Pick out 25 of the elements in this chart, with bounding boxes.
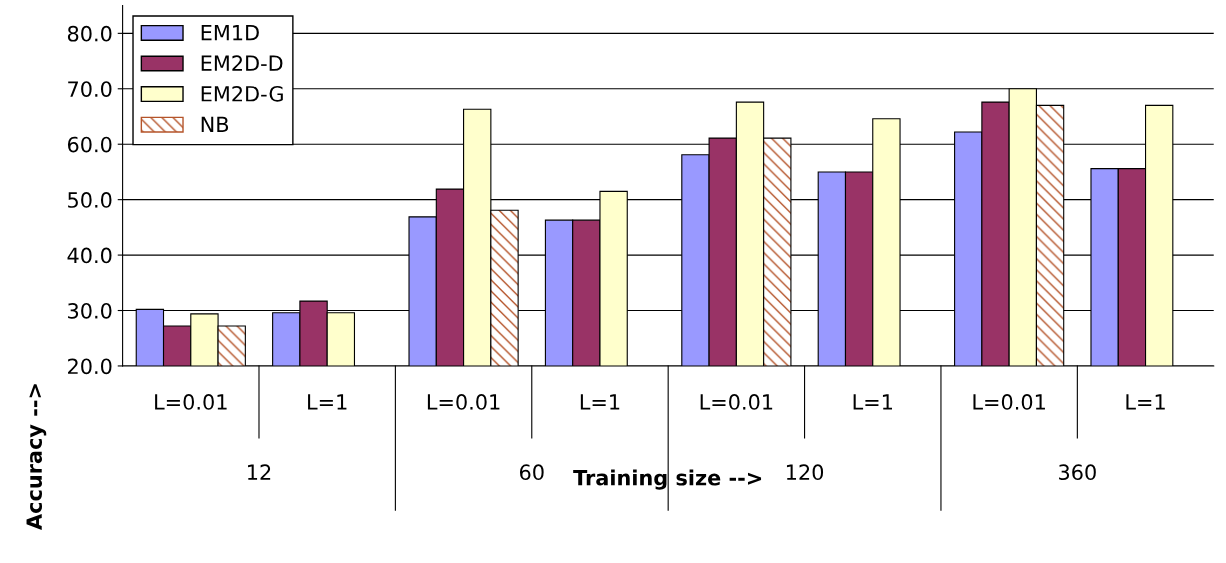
text: 60	[519, 464, 544, 481]
y-axis-title: Accuracy -->	[26, 384, 47, 530]
x-axis-title: Training size -->	[573, 469, 762, 490]
y-tick-label: 70.0	[68, 81, 112, 97]
x-tick-label: L=1	[1126, 394, 1165, 410]
x-tick-label: L=0.01	[700, 394, 773, 410]
y-tick-label: 50.0	[68, 192, 112, 208]
x-tick-label: L=0.01	[427, 394, 500, 410]
y-tick-label: 30.0	[68, 302, 112, 319]
text: 360	[1059, 464, 1096, 481]
text: 12	[248, 464, 271, 480]
x-tick-label: L=1	[308, 394, 347, 410]
y-tick-label: 20.0	[68, 358, 112, 375]
x-tick-label: L=0.01	[973, 394, 1045, 410]
y-tick-label: 40.0	[67, 247, 112, 264]
x-tick-label: L=1	[580, 394, 620, 410]
legend-label: NB	[201, 116, 229, 132]
text: 120	[786, 464, 824, 481]
y-tick-label: 80.0	[67, 25, 112, 42]
x-tick-label: L=1	[853, 394, 892, 410]
y-tick-label: 60.0	[67, 136, 112, 153]
legend-label: EM1D	[201, 25, 259, 41]
legend-label: EM2D-D	[201, 55, 283, 71]
legend-label: EM2D-G	[201, 85, 283, 102]
x-tick-label: L=0.01	[155, 394, 227, 410]
